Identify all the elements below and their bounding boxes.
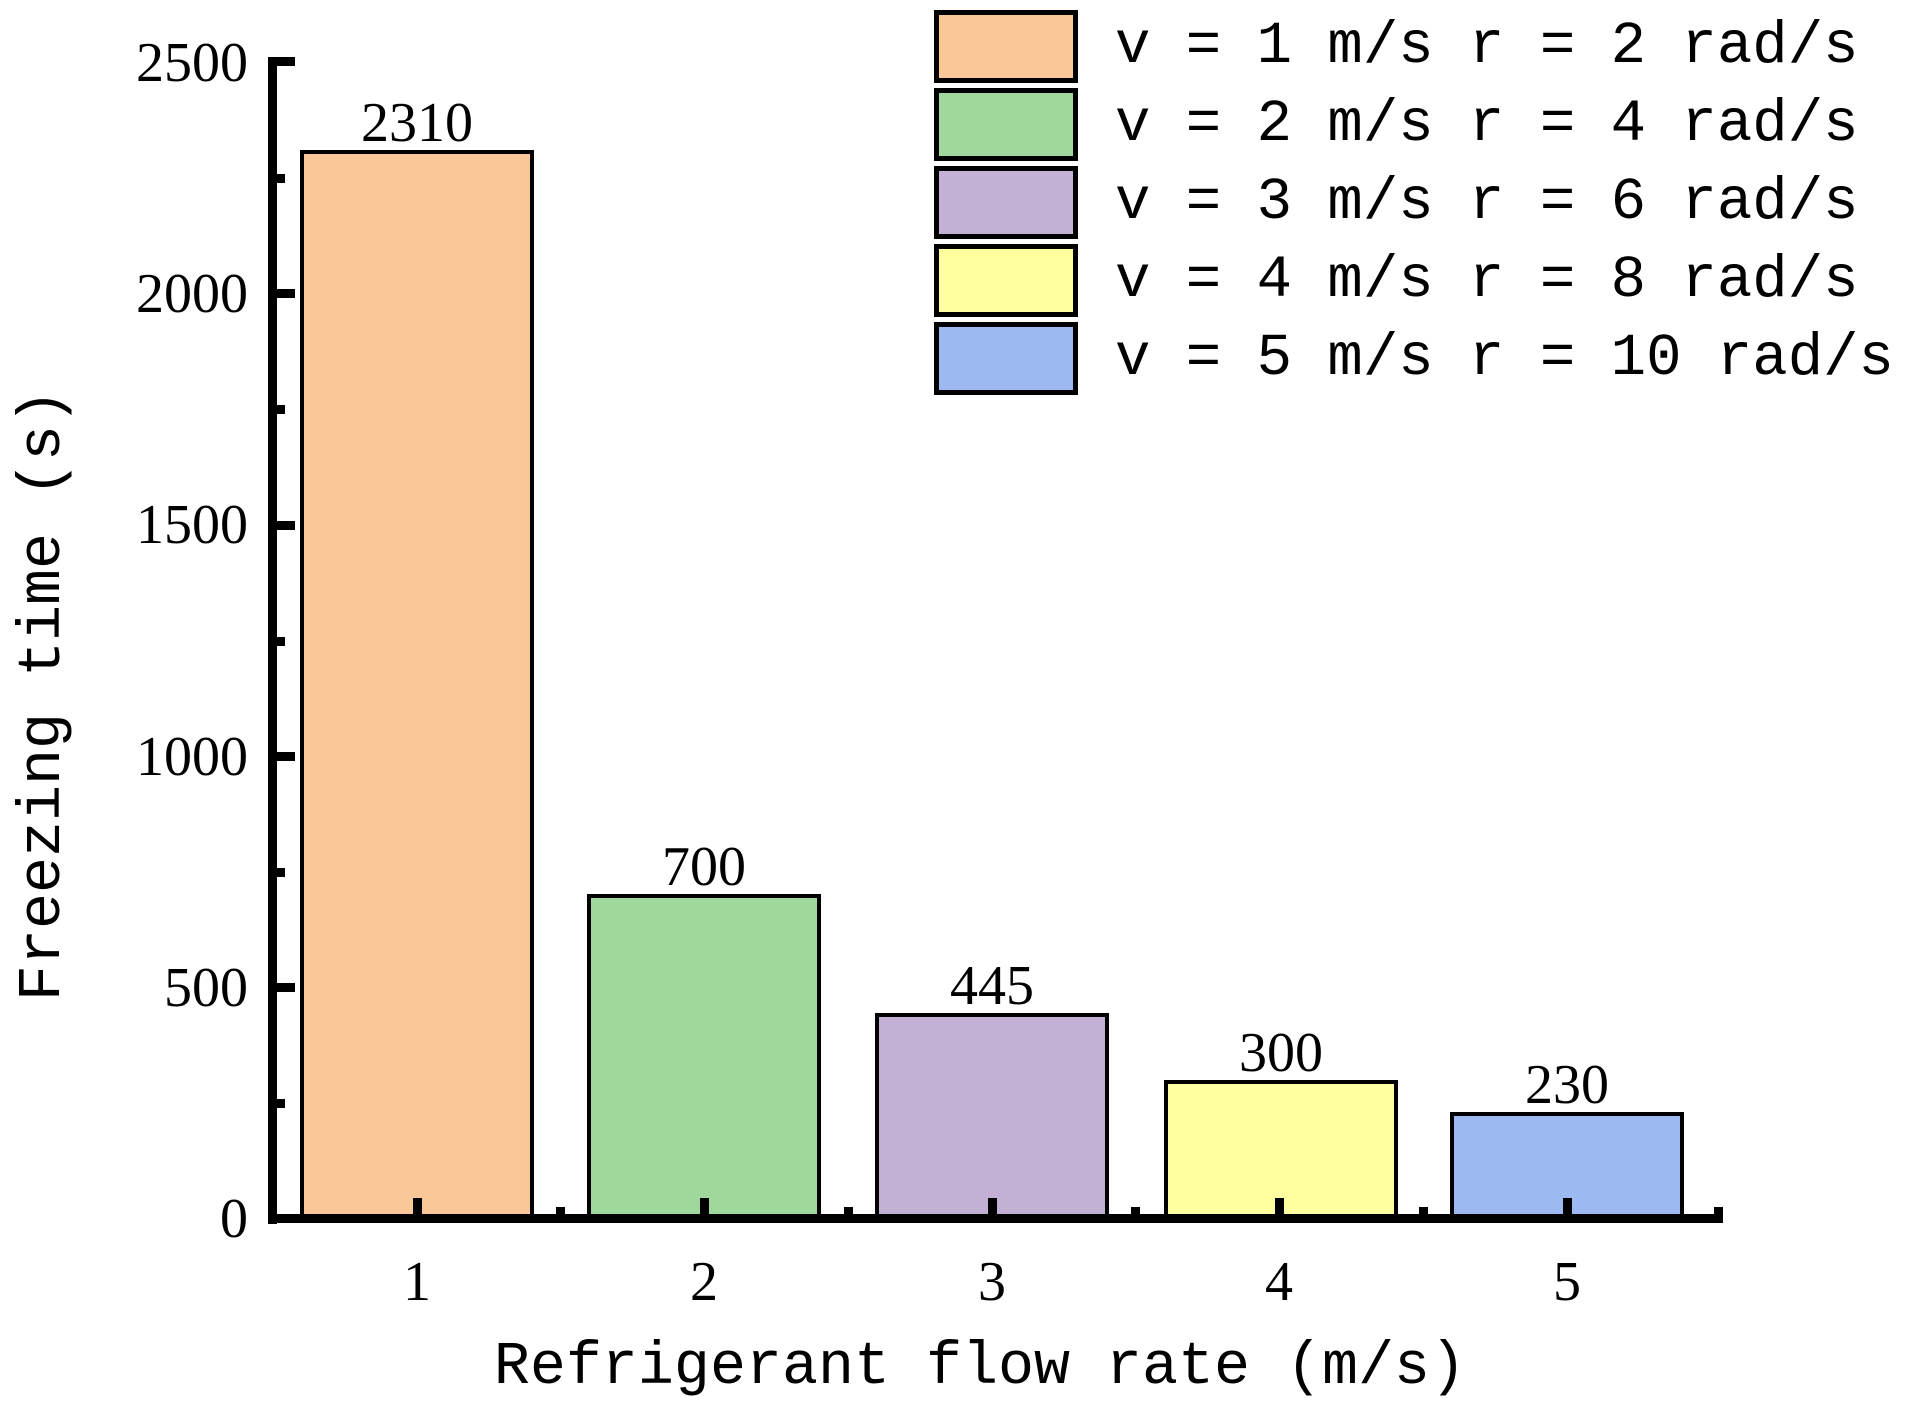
- bar-value-label-4: 300: [1239, 1022, 1323, 1084]
- x-axis-line: [268, 1214, 1723, 1223]
- x-tick-label-2: 2: [690, 1251, 718, 1313]
- bar-4: [1164, 1080, 1398, 1219]
- x-major-tick: [700, 1198, 709, 1214]
- legend-swatch-5: [934, 322, 1078, 395]
- legend-label-3: v = 3 m/s r = 6 rad/s: [1115, 169, 1859, 236]
- y-major-tick: [277, 521, 295, 530]
- legend-swatch-4: [934, 244, 1078, 317]
- y-tick-label-2000: 2000: [136, 263, 248, 325]
- bar-value-label-1: 2310: [361, 92, 473, 154]
- legend-swatch-3: [934, 166, 1078, 239]
- x-major-tick: [1563, 1198, 1572, 1214]
- x-minor-tick: [556, 1207, 565, 1215]
- x-major-tick: [988, 1198, 997, 1214]
- legend-swatch-2: [934, 88, 1078, 161]
- x-tick-label-4: 4: [1265, 1251, 1293, 1313]
- x-major-tick: [1275, 1198, 1284, 1214]
- bar-value-label-2: 700: [662, 836, 746, 898]
- y-minor-tick: [277, 174, 285, 183]
- x-major-tick: [413, 1198, 422, 1214]
- x-tick-label-3: 3: [978, 1251, 1006, 1313]
- y-minor-tick: [277, 405, 285, 414]
- y-major-tick: [277, 983, 295, 992]
- bar-value-label-5: 230: [1525, 1054, 1609, 1116]
- y-major-tick: [277, 752, 295, 761]
- y-tick-label-500: 500: [164, 957, 248, 1019]
- x-minor-tick: [844, 1207, 853, 1215]
- x-minor-tick: [1714, 1207, 1723, 1215]
- bar-3: [875, 1013, 1109, 1219]
- legend-label-4: v = 4 m/s r = 8 rad/s: [1115, 247, 1859, 314]
- x-tick-label-1: 1: [403, 1251, 431, 1313]
- x-minor-tick: [1419, 1207, 1428, 1215]
- y-minor-tick: [277, 868, 285, 877]
- legend-swatch-1: [934, 10, 1078, 83]
- y-minor-tick: [277, 1099, 285, 1108]
- bar-2: [587, 894, 821, 1219]
- x-tick-label-5: 5: [1553, 1251, 1581, 1313]
- y-tick-label-0: 0: [220, 1188, 248, 1250]
- y-major-tick: [277, 57, 295, 66]
- y-major-tick: [277, 289, 295, 298]
- legend-label-2: v = 2 m/s r = 4 rad/s: [1115, 91, 1859, 158]
- y-minor-tick: [277, 637, 285, 646]
- y-tick-label-2500: 2500: [136, 32, 248, 94]
- x-axis-title: Refrigerant flow rate (m/s): [493, 1334, 1467, 1402]
- y-tick-label-1000: 1000: [136, 726, 248, 788]
- bar-1: [300, 150, 534, 1219]
- legend-label-5: v = 5 m/s r = 10 rad/s: [1115, 325, 1894, 392]
- y-axis-line: [268, 57, 277, 1224]
- bar-value-label-3: 445: [950, 955, 1034, 1017]
- y-axis-title: Freezing time (s): [10, 388, 78, 1002]
- x-minor-tick: [1131, 1207, 1140, 1215]
- legend-label-1: v = 1 m/s r = 2 rad/s: [1115, 13, 1859, 80]
- y-tick-label-1500: 1500: [136, 494, 248, 556]
